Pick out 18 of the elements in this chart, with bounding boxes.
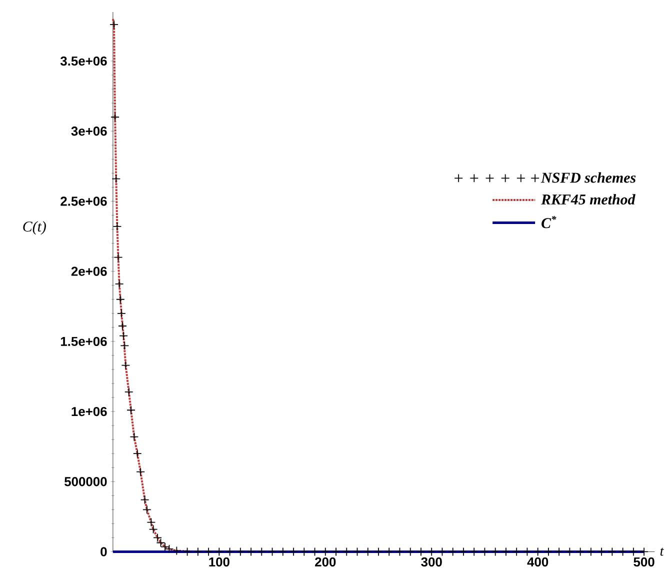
y-tick-label: 2.5e+06: [60, 196, 107, 206]
y-tick-label: 0: [100, 547, 107, 556]
x-tick-label: 200: [315, 558, 336, 567]
x-axis-title: t: [660, 548, 664, 556]
x-tick-label: 500: [634, 558, 654, 567]
x-tick-label: 100: [209, 558, 230, 567]
x-tick-label: 300: [421, 558, 442, 567]
y-tick-label: 1.5e+06: [60, 336, 107, 346]
y-tick-label: 500000: [64, 477, 107, 486]
y-axis-title: C(t): [23, 221, 46, 235]
y-tick-label: 3e+06: [71, 126, 107, 136]
x-tick-label: 400: [527, 558, 548, 567]
y-tick-label: 1e+06: [72, 407, 107, 416]
legend-label: C$^{*}$: [542, 216, 556, 228]
y-tick-label: 3.5e+06: [60, 56, 107, 66]
y-tick-label: 2e+06: [71, 266, 107, 276]
legend-label: RKF45 method: [541, 194, 636, 205]
legend-label: NSFD schemes: [540, 172, 636, 183]
